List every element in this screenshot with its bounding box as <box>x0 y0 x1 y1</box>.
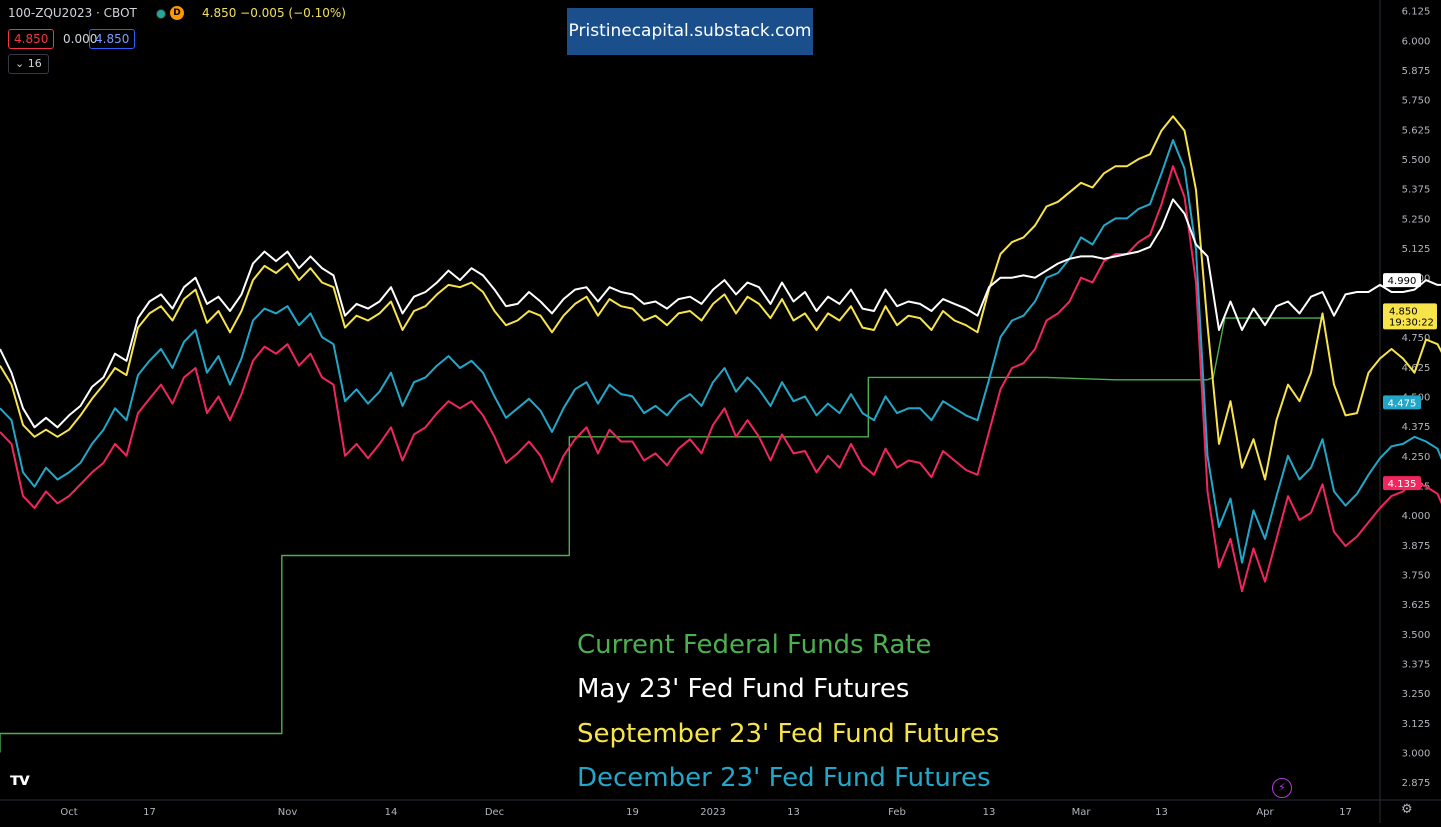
series-line-current[interactable] <box>0 317 1323 753</box>
y-tick-label: 3.625 <box>1402 600 1431 611</box>
x-tick-label: Oct <box>60 807 77 818</box>
y-tick-label: 5.500 <box>1402 155 1431 166</box>
series-line-red[interactable] <box>0 165 1441 593</box>
y-tick-label: 5.625 <box>1402 125 1431 136</box>
y-tick-label: 4.750 <box>1402 333 1431 344</box>
ask-price-box[interactable]: 4.850 <box>89 29 136 49</box>
y-tick-label: 3.500 <box>1402 630 1431 641</box>
y-tick-label: 6.125 <box>1402 7 1431 18</box>
y-tick-label: 5.875 <box>1402 66 1431 77</box>
y-tick-label: 4.250 <box>1402 452 1431 463</box>
x-tick-label: Mar <box>1072 807 1092 818</box>
y-tick-label: 5.250 <box>1402 214 1431 225</box>
bar-countdown: 19:30:22 <box>1389 317 1434 328</box>
y-tick-label: 3.000 <box>1402 749 1431 760</box>
legend-may-futures: May 23' Fed Fund Futures <box>577 674 910 704</box>
price-tag-label-dec: 4.475 <box>1388 398 1417 409</box>
lightning-icon[interactable]: ⚡ <box>1272 778 1292 798</box>
series-line-may[interactable] <box>0 198 1441 429</box>
quote-change: 4.850 −0.005 (−0.10%) <box>202 6 346 20</box>
y-tick-label: 5.375 <box>1402 185 1431 196</box>
bid-price-box[interactable]: 4.850 <box>8 29 55 49</box>
x-tick-label: 2023 <box>700 807 725 818</box>
y-tick-label: 6.000 <box>1402 36 1431 47</box>
y-tick-label: 3.875 <box>1402 541 1431 552</box>
market-status-icon <box>156 9 166 19</box>
legend-current-rate: Current Federal Funds Rate <box>577 630 932 660</box>
x-tick-label: Nov <box>278 807 298 818</box>
chevron-down-icon: ⌄ <box>15 57 25 70</box>
x-tick-label: 13 <box>1155 807 1168 818</box>
indicators-count: 16 <box>27 57 42 70</box>
x-tick-label: 14 <box>385 807 398 818</box>
y-tick-label: 5.750 <box>1402 96 1431 107</box>
y-tick-label: 3.750 <box>1402 570 1431 581</box>
price-tag-may <box>1383 273 1421 288</box>
series-line-dec[interactable] <box>0 139 1441 564</box>
price-tag-label-may: 4.990 <box>1388 276 1417 287</box>
x-tick-label: Apr <box>1256 807 1274 818</box>
x-tick-label: 17 <box>143 807 156 818</box>
interval-badge[interactable]: D <box>170 6 184 20</box>
price-tag-sep <box>1383 303 1437 330</box>
x-tick-label: 13 <box>983 807 996 818</box>
y-tick-label: 3.375 <box>1402 660 1431 671</box>
price-tag-dec <box>1383 395 1421 410</box>
y-tick-label: 2.875 <box>1402 778 1431 789</box>
legend-sep-futures: September 23' Fed Fund Futures <box>577 719 1000 749</box>
watermark-banner: Pristinecapital.substack.com <box>567 8 813 55</box>
y-tick-label: 3.125 <box>1402 719 1431 730</box>
y-tick-label: 5.125 <box>1402 244 1431 255</box>
price-tag-label-sep: 4.850 <box>1389 306 1418 317</box>
spread-value: 0.000 <box>63 32 98 46</box>
indicators-collapse-button[interactable]: ⌄ 16 <box>8 54 49 74</box>
x-tick-label: Dec <box>485 807 504 818</box>
symbol-title[interactable]: 100-ZQU2023 · CBOT <box>8 6 137 20</box>
x-tick-label: Feb <box>888 807 906 818</box>
tradingview-logo-icon[interactable]: ᴛᴠ <box>10 770 30 790</box>
y-tick-label: 4.375 <box>1402 422 1431 433</box>
legend-dec-futures: December 23' Fed Fund Futures <box>577 763 991 793</box>
x-tick-label: 13 <box>787 807 800 818</box>
x-tick-label: 19 <box>626 807 639 818</box>
price-tag-label-red: 4.135 <box>1388 479 1417 490</box>
price-tag-red <box>1383 476 1421 491</box>
series-line-sep[interactable] <box>0 115 1441 481</box>
x-tick-label: 17 <box>1339 807 1352 818</box>
gear-icon[interactable]: ⚙ <box>1401 802 1413 817</box>
y-tick-label: 3.250 <box>1402 689 1431 700</box>
y-tick-label: 4.000 <box>1402 511 1431 522</box>
